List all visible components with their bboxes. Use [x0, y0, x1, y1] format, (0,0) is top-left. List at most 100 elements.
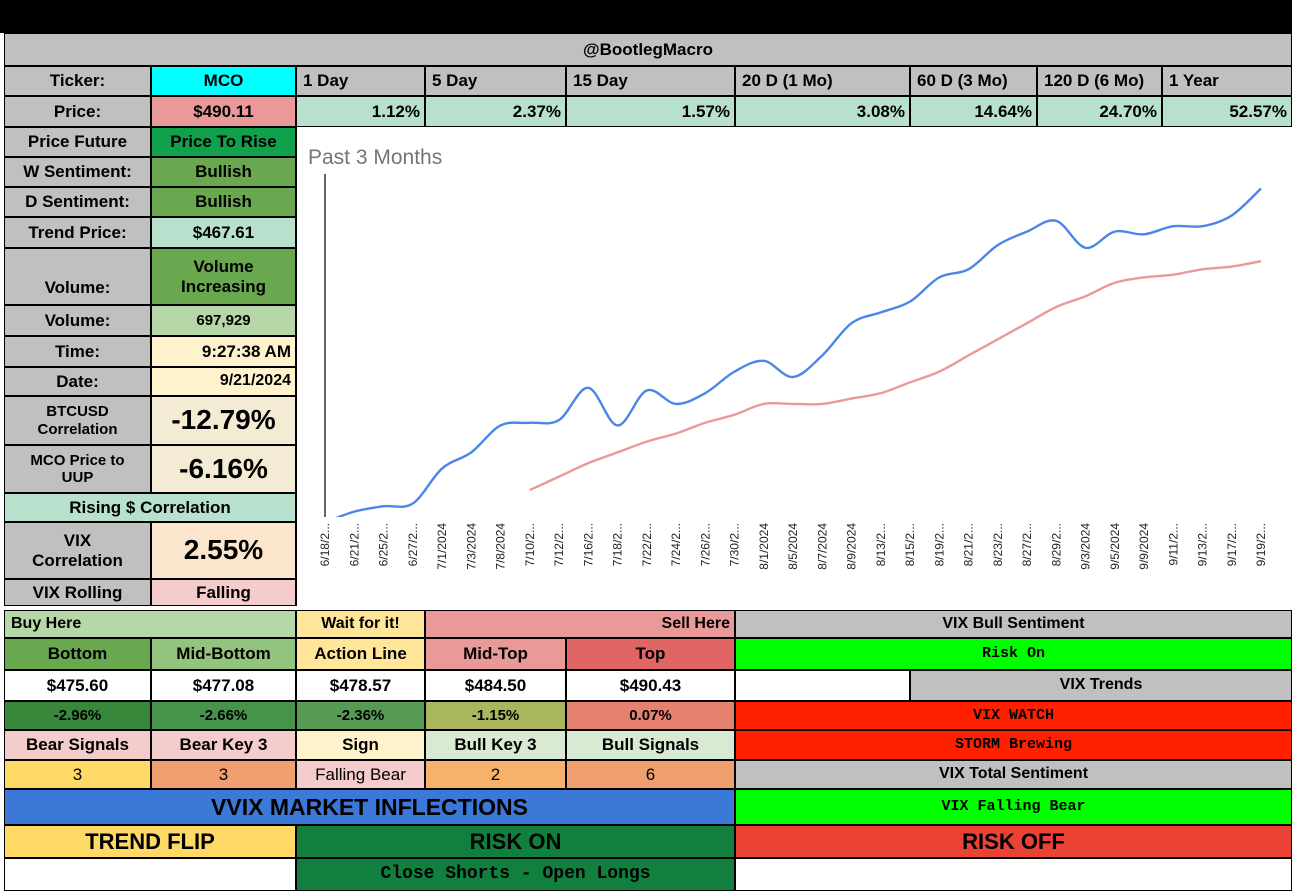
chart-x-tick-label: 9/13/2... — [1196, 523, 1210, 566]
level-price-mid-top: $484.50 — [425, 670, 566, 701]
level-header-top: Top — [566, 638, 735, 670]
signal-value-bull-signals: 6 — [566, 760, 735, 789]
vix-storm: STORM Brewing — [735, 730, 1292, 760]
chart-x-tick-label: 9/9/2024 — [1137, 523, 1151, 570]
volume-label: Volume: — [4, 305, 151, 336]
chart-x-tick-label: 8/23/2... — [991, 523, 1005, 566]
btc-corr-label: BTCUSD Correlation — [4, 396, 151, 445]
level-header-action-line: Action Line — [296, 638, 425, 670]
chart-x-tick-label: 7/3/2024 — [464, 523, 478, 570]
uup-corr-label-line1: MCO Price to — [30, 451, 125, 469]
chart-x-tick-label: 7/18/2... — [611, 523, 625, 566]
risk-on-label: RISK ON — [296, 825, 735, 858]
signal-header-sign: Sign — [296, 730, 425, 760]
trend-price-value: $467.61 — [151, 217, 296, 248]
volume-trend-value: Volume Increasing — [151, 248, 296, 305]
chart-x-tick-label: 7/10/2... — [523, 523, 537, 566]
wait-label: Wait for it! — [296, 610, 425, 638]
chart-x-tick-label: 9/5/2024 — [1108, 523, 1122, 570]
chart-title: Past 3 Months — [308, 146, 442, 169]
vix-corr-label-line2: Correlation — [32, 550, 123, 570]
period-20day-label: 20 D (1 Mo) — [735, 66, 910, 96]
chart-series-line-1 — [529, 260, 1262, 492]
price-label: Price: — [4, 96, 151, 127]
price-chart-svg: Past 3 Months 6/18/2... 6/21/2... 6/25/2...… — [308, 146, 1268, 570]
period-15day-value: 1.57% — [566, 96, 735, 127]
level-pct-top: 0.07% — [566, 701, 735, 730]
period-60day-value: 14.64% — [910, 96, 1037, 127]
chart-x-tick-label: 8/5/2024 — [786, 523, 800, 570]
period-5day-label: 5 Day — [425, 66, 566, 96]
chart-x-tick-label: 7/22/2... — [640, 523, 654, 566]
vix-corr-value: 2.55% — [151, 522, 296, 579]
w-sentiment-label: W Sentiment: — [4, 157, 151, 187]
period-1day-value: 1.12% — [296, 96, 425, 127]
signal-header-bull-key-3: Bull Key 3 — [425, 730, 566, 760]
chart-x-tick-label: 8/27/2... — [1020, 523, 1034, 566]
chart-x-tick-label: 7/1/2024 — [435, 523, 449, 570]
chart-x-tick-label: 6/18/2... — [318, 523, 332, 566]
ticker-value: MCO — [151, 66, 296, 96]
chart-x-tick-label: 8/1/2024 — [757, 523, 771, 570]
signal-header-bear-key-3: Bear Key 3 — [151, 730, 296, 760]
level-pct-mid-top: -1.15% — [425, 701, 566, 730]
chart-x-tick-label: 9/19/2... — [1254, 523, 1268, 566]
vix-trends-label: VIX Trends — [910, 670, 1292, 701]
chart-x-tick-label: 8/7/2024 — [815, 523, 829, 570]
level-pct-action-line: -2.36% — [296, 701, 425, 730]
chart-x-tick-label: 8/29/2... — [1049, 523, 1063, 566]
period-1day-label: 1 Day — [296, 66, 425, 96]
btc-corr-label-line1: BTCUSD — [46, 403, 109, 421]
signal-header-bear-signals: Bear Signals — [4, 730, 151, 760]
signal-value-bear-signals: 3 — [4, 760, 151, 789]
chart-x-tick-label: 8/13/2... — [874, 523, 888, 566]
level-pct-bottom: -2.96% — [4, 701, 151, 730]
header-title: @BootlegMacro — [4, 33, 1292, 66]
btc-corr-value: -12.79% — [151, 396, 296, 445]
chart-x-tick-label: 8/21/2... — [962, 523, 976, 566]
level-header-bottom: Bottom — [4, 638, 151, 670]
period-60day-label: 60 D (3 Mo) — [910, 66, 1037, 96]
volume-trend-line2: Increasing — [180, 276, 267, 296]
btc-corr-label-line2: Correlation — [37, 420, 118, 438]
chart-x-tick-label: 7/24/2... — [669, 523, 683, 566]
trend-flip-value — [4, 858, 296, 891]
uup-corr-label-line2: UUP — [61, 469, 94, 486]
chart-x-tick-label: 8/9/2024 — [845, 523, 859, 570]
vix-bull-sentiment-label: VIX Bull Sentiment — [735, 610, 1292, 638]
date-label: Date: — [4, 367, 151, 396]
risk-on-action: Close Shorts - Open Longs — [296, 858, 735, 891]
price-value: $490.11 — [151, 96, 296, 127]
vix-trends-blank — [735, 670, 910, 701]
chart-x-tick-label: 6/21/2... — [347, 523, 361, 566]
sell-here-label: Sell Here — [425, 610, 735, 638]
chart-x-tick-label: 7/30/2... — [728, 523, 742, 566]
chart-x-tick-label: 8/19/2... — [932, 523, 946, 566]
rising-correlation: Rising $ Correlation — [4, 493, 296, 522]
vix-corr-label: VIX Correlation — [4, 522, 151, 579]
level-price-action-line: $478.57 — [296, 670, 425, 701]
level-price-bottom: $475.60 — [4, 670, 151, 701]
date-value: 9/21/2024 — [151, 367, 296, 396]
d-sentiment-value: Bullish — [151, 187, 296, 217]
trend-price-label: Trend Price: — [4, 217, 151, 248]
price-chart: Past 3 Months 6/18/2... 6/21/2... 6/25/2...… — [296, 127, 1292, 606]
signal-value-bull-key-3: 2 — [425, 760, 566, 789]
price-future-value: Price To Rise — [151, 127, 296, 157]
period-1year-value: 52.57% — [1162, 96, 1292, 127]
level-price-mid-bottom: $477.08 — [151, 670, 296, 701]
vix-total-sentiment-label: VIX Total Sentiment — [735, 760, 1292, 789]
vix-corr-label-line1: VIX — [63, 530, 92, 550]
chart-x-tick-label: 7/26/2... — [698, 523, 712, 566]
period-120day-label: 120 D (6 Mo) — [1037, 66, 1162, 96]
w-sentiment-value: Bullish — [151, 157, 296, 187]
level-header-mid-top: Mid-Top — [425, 638, 566, 670]
chart-x-tick-label: 8/15/2... — [903, 523, 917, 566]
time-label: Time: — [4, 336, 151, 367]
period-20day-value: 3.08% — [735, 96, 910, 127]
level-price-top: $490.43 — [566, 670, 735, 701]
chart-series-line-0 — [335, 187, 1262, 517]
vix-rolling-label: VIX Rolling — [4, 579, 151, 606]
chart-x-tick-label: 7/12/2... — [552, 523, 566, 566]
risk-off-value — [735, 858, 1292, 891]
